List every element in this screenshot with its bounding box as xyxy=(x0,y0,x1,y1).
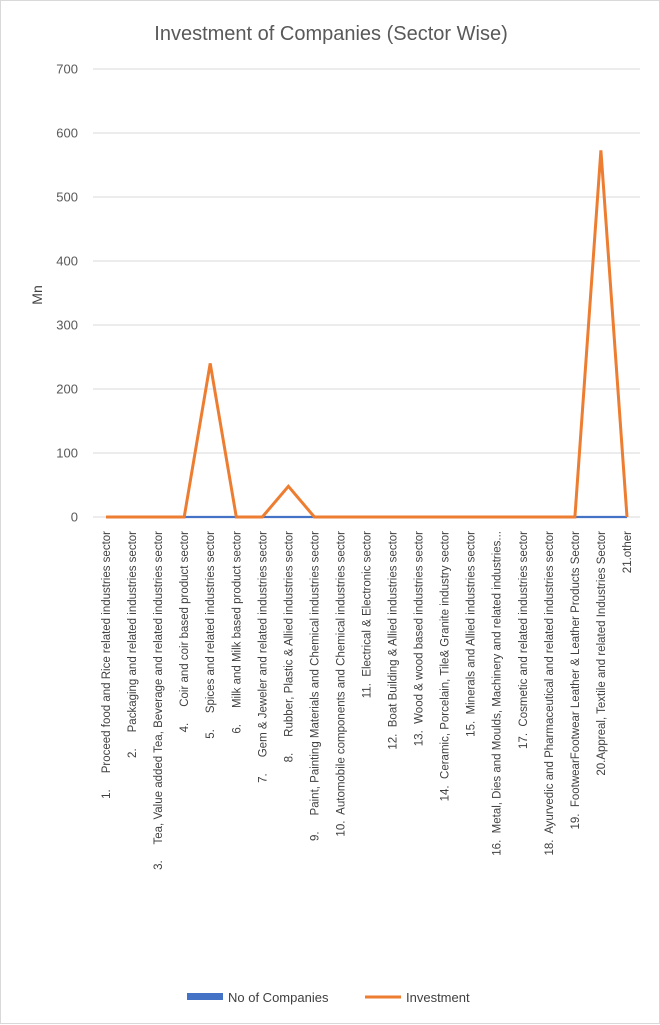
x-tick-label: 12. Boat Building & Allied industries se… xyxy=(388,531,400,750)
x-tick-label: 13. Wood & wood based industries sector xyxy=(414,531,426,746)
legend-label-investment: Investment xyxy=(406,990,470,1005)
y-tick-label: 700 xyxy=(56,62,78,77)
y-axis-ticks: 0 100 200 300 400 500 600 700 xyxy=(56,62,78,525)
legend: No of Companies Investment xyxy=(187,990,470,1005)
x-tick-label: 14. Ceramic, Porcelain, Tile& Granite in… xyxy=(440,531,452,802)
legend-label-no-of-companies: No of Companies xyxy=(228,990,329,1005)
x-tick-label: 17. Cosmetic and related industries sect… xyxy=(518,531,530,749)
x-tick-label: 20.Appreal, Textile and related Industri… xyxy=(596,531,608,776)
gridlines xyxy=(93,68,640,518)
x-tick-label: 5. Spices and related industries sector xyxy=(205,531,217,739)
y-tick-label: 200 xyxy=(56,382,78,397)
y-tick-label: 0 xyxy=(71,510,78,525)
legend-swatch-no-of-companies xyxy=(187,993,223,1000)
x-tick-label: 4. Coir and coir based product sector xyxy=(179,531,191,733)
x-tick-label: 6. Milk and Milk based product sector xyxy=(231,531,243,734)
x-tick-label: 16. Metal, Dies and Moulds, Machinery an… xyxy=(492,531,504,856)
y-tick-label: 100 xyxy=(56,446,78,461)
y-axis-title: Mn xyxy=(29,285,45,304)
x-tick-label: 1. Proceed food and Rice related industr… xyxy=(101,531,113,799)
y-tick-label: 300 xyxy=(56,318,78,333)
chart-title: Investment of Companies (Sector Wise) xyxy=(154,23,507,45)
y-tick-label: 600 xyxy=(56,126,78,141)
x-tick-label: 8. Rubber, Plastic & Allied industries s… xyxy=(283,531,295,763)
x-tick-label: 18. Ayurvedic and Pharmaceutical and rel… xyxy=(544,531,556,856)
x-tick-label: 9. Paint, Painting Materials and Chemica… xyxy=(309,531,321,841)
x-tick-label: 10. Automobile components and Chemical i… xyxy=(336,531,348,837)
x-tick-label: 21.other xyxy=(622,531,634,573)
y-tick-label: 500 xyxy=(56,190,78,205)
x-tick-label: 7. Gem & Jeweler and related industries … xyxy=(257,531,269,783)
x-tick-label: 19. FootwearFootwear Leather & Leather P… xyxy=(570,531,582,830)
x-tick-label: 15. Minerals and Allied industries secto… xyxy=(466,531,478,737)
y-tick-label: 400 xyxy=(56,254,78,269)
series-line-investment xyxy=(106,150,629,519)
x-tick-label: 2. Packaging and related industries sect… xyxy=(127,531,139,758)
x-tick-label: 3. Tea, Value added Tea, Beverage and re… xyxy=(153,531,165,870)
x-axis-labels: 1. Proceed food and Rice related industr… xyxy=(101,531,634,870)
x-tick-label: 11. Electrical & Electronic sector xyxy=(362,531,374,698)
series-group xyxy=(106,150,629,519)
